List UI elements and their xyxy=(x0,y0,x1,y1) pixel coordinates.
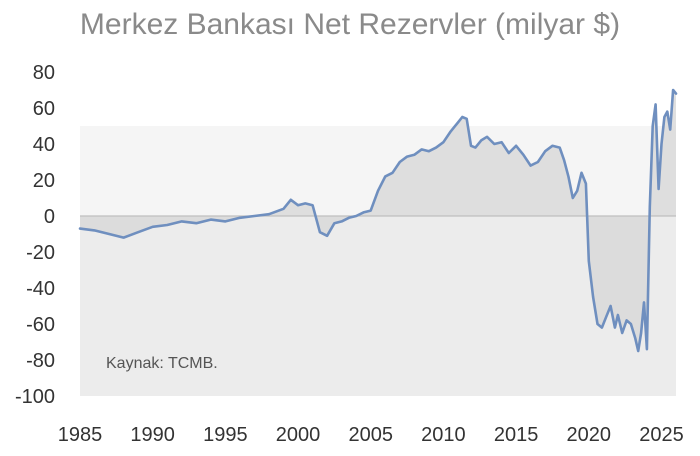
negative-panel xyxy=(80,216,676,396)
source-note: Kaynak: TCMB. xyxy=(106,355,218,372)
chart-title: Merkez Bankası Net Rezervler (milyar $) xyxy=(79,8,621,41)
y-tick-label: -80 xyxy=(26,350,55,372)
x-tick-label: 1995 xyxy=(203,424,248,446)
x-tick-label: 2025 xyxy=(639,424,684,446)
y-tick-label: -60 xyxy=(26,314,55,336)
y-tick-label: 0 xyxy=(44,206,55,228)
x-tick-label: 2005 xyxy=(348,424,393,446)
x-tick-label: 2015 xyxy=(494,424,539,446)
y-tick-label: 80 xyxy=(33,62,55,84)
series-line xyxy=(78,88,678,353)
y-tick-label: -20 xyxy=(26,242,55,264)
plot-area xyxy=(78,88,678,396)
y-tick-label: -40 xyxy=(26,278,55,300)
x-tick-label: 1990 xyxy=(130,424,175,446)
x-tick-label: 2000 xyxy=(276,424,321,446)
y-tick-label: 60 xyxy=(33,98,55,120)
x-tick-label: 2010 xyxy=(421,424,466,446)
y-tick-label: -100 xyxy=(15,386,55,408)
x-tick-label: 1985 xyxy=(58,424,103,446)
y-tick-label: 20 xyxy=(33,170,55,192)
x-axis-ticks: 1985 1990 1995 2000 2005 2010 2015 2020 2025 xyxy=(58,424,684,446)
y-tick-label: 40 xyxy=(33,134,55,156)
y-axis-ticks: 80 60 40 20 0 -20 -40 -60 -80 -100 xyxy=(15,62,55,408)
series-area xyxy=(80,90,676,351)
x-tick-label: 2020 xyxy=(567,424,612,446)
